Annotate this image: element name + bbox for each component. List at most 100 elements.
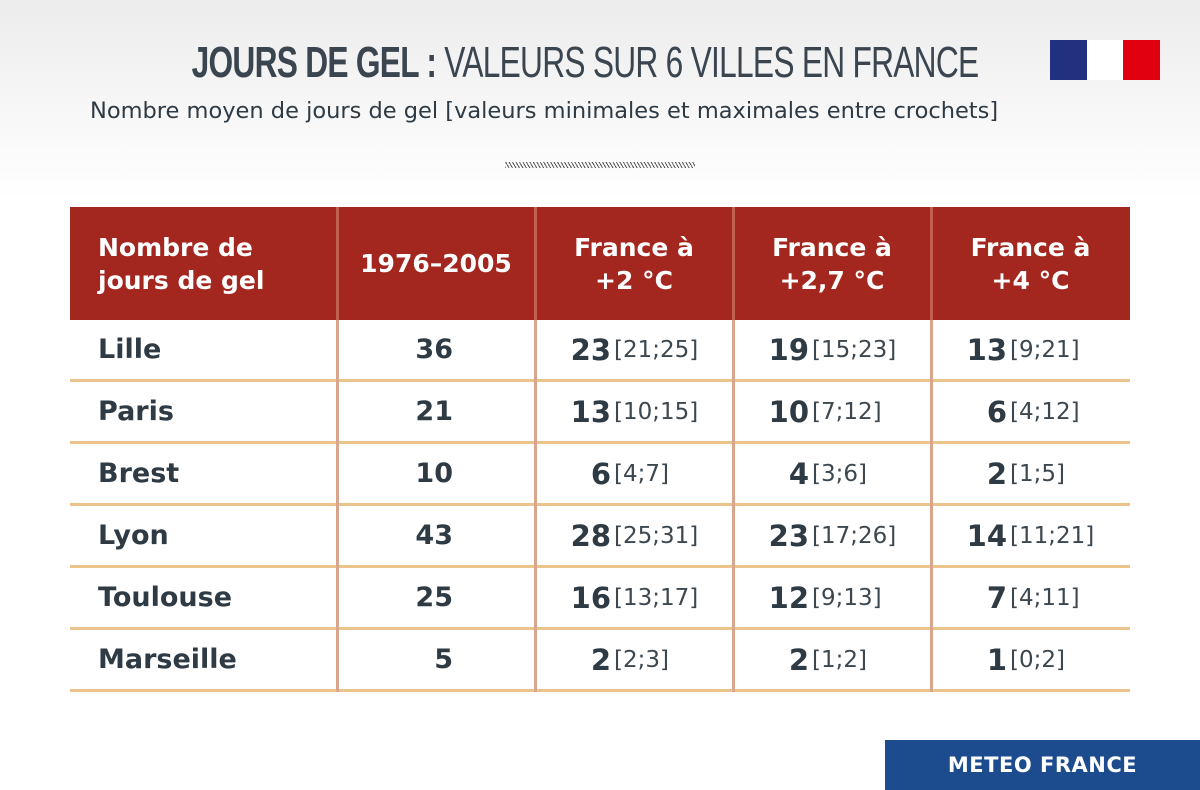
scenario-range: [13;17] [614,584,699,611]
scenario-range: [2;3] [614,646,669,673]
page-title: JOURS DE GEL : VALEURS SUR 6 VILLES EN F… [164,38,1006,88]
column-header: France à +2,7 °C [733,207,931,320]
header-column-divider [534,207,537,320]
column-divider [732,207,735,692]
scenario-range: [0;2] [1010,646,1065,673]
column-header-line: France à [772,232,892,262]
scenario-mean: 12 [768,580,809,615]
column-header: France à +4 °C [931,207,1130,320]
table-row: Lille 36 23 [21;25] 19 [15;23] 13 [9;21] [70,320,1130,382]
scenario-range: [17;26] [812,522,897,549]
city-name: Toulouse [98,582,233,613]
city-name: Lille [98,334,162,365]
city-name: Marseille [98,644,237,675]
scenario-mean: 10 [768,394,809,429]
city-name: Brest [98,458,180,489]
scenario-mean: 14 [966,518,1007,553]
column-header-line: +2 °C [595,265,673,295]
scenario-cell: 2 [1;5] [931,444,1065,503]
baseline-value: 21 [415,396,453,427]
scenario-mean: 6 [986,394,1007,429]
column-header-text: Nombre de jours de gel [98,231,264,297]
scenario-range: [4;7] [614,460,669,487]
column-header-line: Nombre de [98,232,253,262]
column-header: Nombre de jours de gel [70,207,337,320]
scenario-cell: 23 [21;25] [535,320,699,379]
header-column-divider [732,207,735,320]
decorative-divider [505,162,695,168]
republique-francaise-logo [1050,40,1160,80]
title-bold: JOURS DE GEL : [191,38,437,87]
column-header: 1976–2005 [337,207,535,320]
scenario-mean: 16 [570,580,611,615]
scenario-cell: 23 [17;26] [733,506,897,565]
column-header-line: jours de gel [98,265,265,295]
meteo-france-badge: METEO FRANCE [885,740,1200,790]
baseline-value: 36 [415,334,453,365]
baseline-value: 10 [415,458,453,489]
table-row: Marseille 5 2 [2;3] 2 [1;2] 1 [0;2] [70,630,1130,692]
column-divider [336,207,339,692]
scenario-mean: 4 [788,456,809,491]
scenario-range: [3;6] [812,460,867,487]
scenario-range: [4;11] [1010,584,1080,611]
scenario-cell: 1 [0;2] [931,630,1065,689]
column-header-line: 1976–2005 [360,249,512,278]
scenario-range: [21;25] [614,336,699,363]
scenario-cell: 14 [11;21] [931,506,1095,565]
city-name: Lyon [98,520,169,551]
title-light: VALEURS SUR 6 VILLES EN FRANCE [444,38,979,87]
scenario-mean: 23 [768,518,809,553]
scenario-cell: 28 [25;31] [535,506,699,565]
scenario-range: [9;13] [812,584,882,611]
scenario-cell: 13 [9;21] [931,320,1080,379]
column-header-line: France à [574,232,694,262]
scenario-cell: 12 [9;13] [733,568,882,627]
scenario-range: [7;12] [812,398,882,425]
scenario-mean: 6 [590,456,611,491]
scenario-cell: 19 [15;23] [733,320,897,379]
column-header-text: 1976–2005 [360,247,512,280]
column-divider [930,207,933,692]
column-header-text: France à +2,7 °C [772,231,892,297]
scenario-mean: 2 [986,456,1007,491]
scenario-mean: 2 [590,642,611,677]
scenario-range: [1;2] [812,646,867,673]
column-header-text: France à +2 °C [574,231,694,297]
scenario-cell: 13 [10;15] [535,382,699,441]
scenario-mean: 23 [570,332,611,367]
scenario-range: [15;23] [812,336,897,363]
scenario-mean: 13 [570,394,611,429]
baseline-value: 5 [434,644,453,675]
scenario-range: [11;21] [1010,522,1095,549]
scenario-cell: 4 [3;6] [733,444,867,503]
scenario-cell: 6 [4;7] [535,444,669,503]
scenario-cell: 16 [13;17] [535,568,699,627]
scenario-mean: 19 [768,332,809,367]
column-header-line: +2,7 °C [779,265,885,295]
scenario-range: [1;5] [1010,460,1065,487]
column-header-line: France à [970,232,1091,262]
scenario-mean: 13 [966,332,1007,367]
column-divider [534,207,537,692]
table-row: Lyon 43 28 [25;31] 23 [17;26] 14 [11;21] [70,506,1130,568]
header-column-divider [930,207,933,320]
scenario-mean: 28 [570,518,611,553]
scenario-range: [9;21] [1010,336,1080,363]
scenario-range: [4;12] [1010,398,1080,425]
scenario-cell: 2 [1;2] [733,630,867,689]
table-row: Brest 10 6 [4;7] 4 [3;6] 2 [1;5] [70,444,1130,506]
table-header: Nombre de jours de gel 1976–2005 France à +2… [70,207,1130,320]
column-header-text: France à +4 °C [971,231,1091,297]
scenario-cell: 7 [4;11] [931,568,1080,627]
subtitle: Nombre moyen de jours de gel [valeurs mi… [90,98,999,124]
scenario-range: [10;15] [614,398,699,425]
city-name: Paris [98,396,174,427]
table-row: Paris 21 13 [10;15] 10 [7;12] 6 [4;12] [70,382,1130,444]
column-header-line: +4 °C [991,265,1070,295]
header-column-divider [336,207,339,320]
scenario-mean: 2 [788,642,809,677]
scenario-mean: 7 [986,580,1007,615]
scenario-cell: 10 [7;12] [733,382,882,441]
baseline-value: 25 [415,582,453,613]
